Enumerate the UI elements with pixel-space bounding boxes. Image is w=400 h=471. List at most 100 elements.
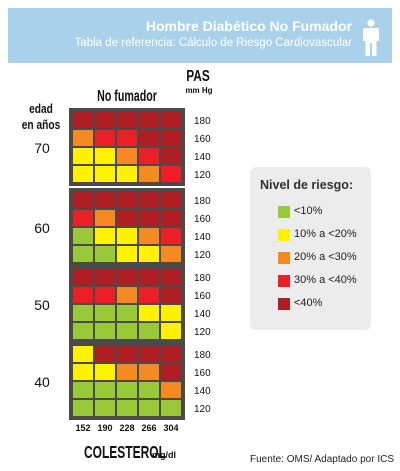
- risk-cell: [73, 382, 93, 398]
- risk-cell: [73, 112, 93, 128]
- risk-cell: [117, 400, 137, 416]
- age-label: 60: [34, 220, 50, 236]
- risk-cell: [117, 287, 137, 303]
- risk-cell: [95, 130, 115, 146]
- source-note: Fuente: OMS/ Adaptado por ICS: [250, 454, 394, 465]
- y-tick-label: 160: [194, 291, 211, 302]
- y-tick-label: 180: [194, 196, 211, 207]
- risk-cell: [161, 323, 181, 339]
- risk-cell: [95, 210, 115, 226]
- legend-label: 20% a <30%: [294, 251, 357, 263]
- y-tick-label: 120: [194, 250, 211, 261]
- risk-cell: [95, 346, 115, 362]
- risk-cell: [161, 305, 181, 321]
- risk-cell: [95, 246, 115, 262]
- y-tick-label: 160: [194, 214, 211, 225]
- risk-cell: [73, 148, 93, 164]
- risk-cell: [139, 192, 159, 208]
- risk-cell: [117, 210, 137, 226]
- risk-cell: [139, 210, 159, 226]
- risk-cell: [95, 148, 115, 164]
- age-label: 40: [34, 374, 50, 390]
- x-tick-label: 228: [119, 423, 134, 433]
- y-tick-label: 140: [194, 232, 211, 243]
- x-tick-label: 304: [163, 423, 178, 433]
- risk-cell: [161, 148, 181, 164]
- risk-cell: [95, 228, 115, 244]
- legend-swatch: [278, 229, 290, 241]
- y-axis-label: PAS: [186, 68, 210, 85]
- risk-cell: [117, 382, 137, 398]
- legend-swatch: [278, 275, 290, 287]
- y-tick-label: 140: [194, 386, 211, 397]
- risk-cell: [117, 228, 137, 244]
- risk-cell: [117, 346, 137, 362]
- x-tick-label: 266: [141, 423, 156, 433]
- risk-cell: [73, 246, 93, 262]
- y-tick-label: 140: [194, 309, 211, 320]
- risk-cell: [161, 364, 181, 380]
- risk-cell: [161, 130, 181, 146]
- legend-label: 10% a <20%: [294, 228, 357, 240]
- risk-cell: [95, 305, 115, 321]
- x-axis-unit: mg/dl: [152, 450, 176, 460]
- smoking-status-label: No fumador: [97, 87, 157, 104]
- risk-cell: [117, 246, 137, 262]
- risk-cell: [117, 112, 137, 128]
- risk-cell: [73, 400, 93, 416]
- risk-cell: [73, 305, 93, 321]
- risk-cell: [161, 400, 181, 416]
- risk-cell: [139, 287, 159, 303]
- header-title: Hombre Diabético No Fumador: [145, 18, 352, 34]
- y-tick-label: 160: [194, 134, 211, 145]
- risk-cell: [95, 323, 115, 339]
- risk-cell: [95, 192, 115, 208]
- legend-label: <40%: [294, 297, 323, 309]
- risk-cell: [73, 210, 93, 226]
- risk-cell: [117, 323, 137, 339]
- risk-cell: [95, 112, 115, 128]
- person-icon: [363, 19, 379, 56]
- legend-swatch: [278, 298, 290, 310]
- risk-cell: [73, 269, 93, 285]
- legend-label: 30% a <40%: [294, 274, 357, 286]
- risk-cell: [139, 112, 159, 128]
- risk-cell: [139, 323, 159, 339]
- x-tick-label: 190: [97, 423, 112, 433]
- risk-cell: [117, 269, 137, 285]
- risk-cell: [161, 228, 181, 244]
- age-label: 70: [34, 140, 50, 156]
- legend-swatch: [278, 206, 290, 218]
- risk-cell: [161, 210, 181, 226]
- header-subtitle: Tabla de referencia: Cálculo de Riesgo C…: [74, 37, 352, 49]
- y-axis-unit: mm Hg: [185, 86, 212, 95]
- age-label: 50: [34, 297, 50, 313]
- risk-cell: [161, 166, 181, 182]
- y-tick-label: 120: [194, 404, 211, 415]
- y-tick-label: 160: [194, 368, 211, 379]
- risk-cell: [139, 400, 159, 416]
- x-tick-label: 152: [75, 423, 90, 433]
- risk-cell: [161, 346, 181, 362]
- risk-cell: [161, 382, 181, 398]
- risk-cell: [139, 166, 159, 182]
- risk-cell: [139, 382, 159, 398]
- risk-cell: [95, 287, 115, 303]
- risk-cell: [73, 228, 93, 244]
- risk-cell: [117, 166, 137, 182]
- y-tick-label: 120: [194, 327, 211, 338]
- risk-cell: [161, 192, 181, 208]
- risk-cell: [73, 166, 93, 182]
- risk-cell: [139, 269, 159, 285]
- y-tick-label: 120: [194, 170, 211, 181]
- y-tick-label: 180: [194, 116, 211, 127]
- risk-cell: [73, 130, 93, 146]
- y-tick-label: 180: [194, 350, 211, 361]
- risk-cell: [73, 192, 93, 208]
- risk-cell: [73, 364, 93, 380]
- risk-cell: [95, 166, 115, 182]
- age-axis-label: en años: [22, 119, 61, 132]
- y-tick-label: 140: [194, 152, 211, 163]
- risk-cell: [139, 305, 159, 321]
